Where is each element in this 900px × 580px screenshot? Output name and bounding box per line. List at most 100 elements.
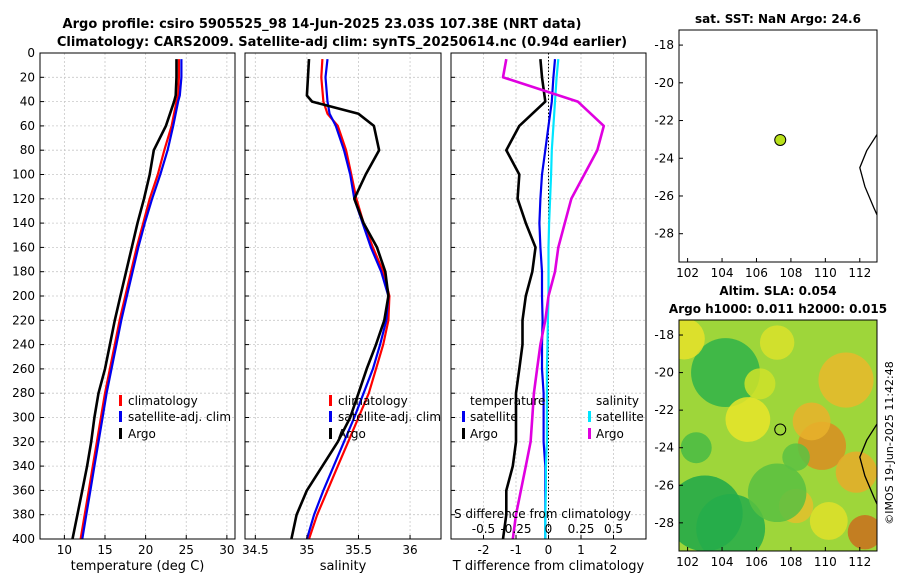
x-tick-label: 10 (57, 543, 72, 557)
legend-header-temperature: temperature (470, 394, 545, 408)
y-tick-label: 120 (12, 192, 35, 206)
y-tick-label: 340 (12, 459, 35, 473)
x-tick-label: 102 (676, 266, 699, 280)
x-tick-label: 20 (138, 543, 153, 557)
x-tick-label: 2 (610, 543, 618, 557)
title-line-2: Climatology: CARS2009. Satellite-adj cli… (57, 35, 627, 50)
sla-anomaly-patch (835, 451, 877, 493)
sal-tick-label: 0 (545, 522, 553, 536)
y-tick-label: 0 (27, 46, 35, 60)
series-line-temperature-argo (501, 58, 547, 540)
map-content (679, 320, 877, 551)
y-tick-label: 400 (12, 532, 35, 546)
legend-label: satellite-adj. clim (338, 410, 441, 424)
y-tick-label: 140 (12, 216, 35, 230)
y-tick-label: -22 (654, 114, 674, 128)
sal-tick-label: 0.5 (604, 522, 623, 536)
sla-title-line-2: Argo h1000: 0.011 h2000: 0.015 (669, 302, 887, 316)
argo-location-marker (774, 423, 787, 436)
legend-header-salinity: salinity (596, 394, 639, 408)
sla-anomaly-patch (680, 432, 712, 464)
argo-location-marker (774, 133, 787, 146)
x-tick-label: -2 (478, 543, 490, 557)
y-tick-label: -24 (654, 441, 674, 455)
legend-label: Argo (470, 427, 498, 441)
legend-label: Argo (338, 427, 366, 441)
sla-title-line-1: Altim. SLA: 0.054 (719, 284, 836, 298)
sal-tick-label: -0.5 (472, 522, 495, 536)
legend-swatch-argo (119, 428, 122, 439)
sla-anomaly-patch (818, 352, 874, 408)
x-tick-label: 104 (711, 555, 734, 569)
coastline (859, 422, 877, 506)
y-tick-label: 220 (12, 313, 35, 327)
y-tick-label: -20 (654, 366, 674, 380)
legend-label: Argo (128, 427, 156, 441)
y-tick-label: 360 (12, 483, 35, 497)
x-tick-label: 108 (779, 555, 802, 569)
x-tick-label: 112 (848, 266, 871, 280)
y-tick-label: 320 (12, 435, 35, 449)
y-tick-label: 300 (12, 411, 35, 425)
x-tick-label: 15 (97, 543, 112, 557)
diff-legend: temperature salinity satellite Argo sate… (462, 394, 644, 441)
x-axis-label: salinity (320, 559, 367, 574)
y-tick-label: 200 (12, 289, 35, 303)
sla-anomaly-patch (725, 397, 771, 442)
y-tick-label: -22 (654, 403, 674, 417)
y-tick-label: -28 (654, 516, 674, 530)
legend-swatch-argo (329, 428, 332, 439)
legend-swatch-temp-argo (462, 428, 465, 439)
series-line-argo (290, 59, 390, 540)
x-tick-label: 104 (711, 266, 734, 280)
sla-anomaly-patch (809, 502, 848, 540)
legend-swatch-satellite (119, 411, 122, 422)
sal-legend: climatology satellite-adj. clim Argo (329, 394, 441, 441)
y-tick-label: -26 (654, 189, 674, 203)
x-tick-label: 30 (219, 543, 234, 557)
y-tick-label: 20 (20, 70, 35, 84)
legend-swatch-satellite (329, 411, 332, 422)
x-tick-label: 102 (676, 555, 699, 569)
y-tick-label: -18 (654, 328, 674, 342)
series-line-temperature-satellite (538, 59, 557, 539)
legend-label: Argo (596, 427, 624, 441)
legend-label: satellite (596, 410, 644, 424)
series-line-climatology (79, 59, 180, 540)
sla-anomaly-patch (679, 320, 705, 360)
sla-anomaly-patch (847, 515, 877, 550)
y-tick-label: 80 (20, 143, 35, 157)
x-tick-label: 25 (179, 543, 194, 557)
y-tick-label: 40 (20, 95, 35, 109)
legend-swatch-temp-satellite (462, 411, 465, 422)
legend-swatch-sal-satellite (588, 411, 591, 422)
x-tick-label: 106 (745, 266, 768, 280)
sla-anomaly-patch (696, 494, 766, 551)
sst-title: sat. SST: NaN Argo: 24.6 (695, 12, 861, 26)
x-tick-label: -1 (510, 543, 522, 557)
x-tick-label: 106 (745, 555, 768, 569)
x-tick-label: 0 (545, 543, 553, 557)
y-tick-label: 100 (12, 168, 35, 182)
legend-label: satellite (470, 410, 518, 424)
y-tick-label: -24 (654, 151, 674, 165)
y-tick-label: 60 (20, 119, 35, 133)
y-tick-label: 260 (12, 362, 35, 376)
coastline (859, 133, 877, 217)
y-tick-label: 180 (12, 265, 35, 279)
x-tick-label: 36 (402, 543, 417, 557)
y-tick-label: -28 (654, 227, 674, 241)
legend-swatch-climatology (329, 395, 332, 406)
sla-anomaly-patch (792, 402, 831, 441)
legend-swatch-sal-argo (588, 428, 591, 439)
y-tick-label: -26 (654, 478, 674, 492)
x-tick-label: 1 (577, 543, 585, 557)
x-tick-label: 35.5 (345, 543, 372, 557)
temp-legend: climatology satellite-adj. clim Argo (119, 394, 231, 441)
legend-label: satellite-adj. clim (128, 410, 231, 424)
sal-tick-label: -0.25 (500, 522, 531, 536)
sla-anomaly-patch (782, 443, 810, 471)
y-tick-label: 280 (12, 386, 35, 400)
series-line-salinity-argo (501, 58, 606, 540)
title-line-1: Argo profile: csiro 5905525_98 14-Jun-20… (63, 17, 582, 32)
